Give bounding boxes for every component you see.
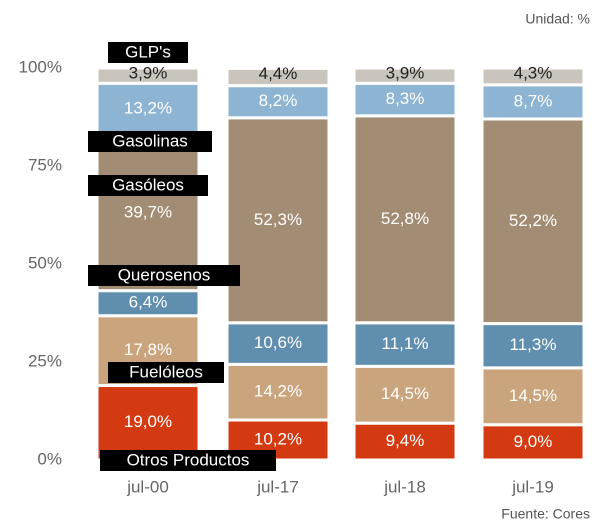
value-label: 14,5% xyxy=(381,384,429,403)
legend-label: GLP's xyxy=(125,42,171,61)
legend-box xyxy=(100,450,276,471)
legend-box xyxy=(88,175,208,196)
x-tick-label: jul-18 xyxy=(383,477,426,496)
bar-segment xyxy=(352,81,458,118)
legend-box xyxy=(88,265,240,286)
bar-segment xyxy=(352,66,458,85)
bar-segment xyxy=(480,83,586,121)
legend-item: Gasolinas xyxy=(88,131,212,152)
bar-segment xyxy=(480,366,586,427)
value-label: 8,7% xyxy=(514,91,553,110)
legend-label: Gasóleos xyxy=(112,175,184,194)
y-tick-label: 50% xyxy=(28,253,62,272)
value-label: 3,9% xyxy=(129,63,168,82)
unit-note: Unidad: % xyxy=(525,11,590,27)
value-label: 14,5% xyxy=(509,386,557,405)
legend-box xyxy=(108,42,188,63)
value-label: 11,3% xyxy=(510,335,557,354)
legend-label: Otros Productos xyxy=(127,450,250,469)
legend-item: Querosenos xyxy=(88,265,240,286)
legend-item: Otros Productos xyxy=(100,450,276,471)
bar-segment xyxy=(352,321,458,368)
x-tick-label: jul-17 xyxy=(256,477,299,496)
legend-item: GLP's xyxy=(108,42,188,63)
legend-box xyxy=(108,362,224,383)
bar-segment xyxy=(225,66,331,88)
value-label: 8,3% xyxy=(386,89,425,108)
y-tick-label: 75% xyxy=(28,155,62,174)
y-tick-label: 0% xyxy=(37,449,62,468)
value-label: 9,4% xyxy=(386,431,425,450)
legend-label: Fuelóleos xyxy=(129,362,203,381)
bar-segment xyxy=(352,421,458,462)
x-tick-label: jul-00 xyxy=(126,477,169,496)
y-tick-label: 100% xyxy=(19,57,62,76)
value-label: 39,7% xyxy=(124,202,172,221)
legend-label: Querosenos xyxy=(118,265,211,284)
value-label: 6,4% xyxy=(129,293,168,312)
bar-segment xyxy=(95,384,201,462)
y-tick-label: 25% xyxy=(28,351,62,370)
bar-segment xyxy=(95,66,201,85)
bar-segment xyxy=(352,114,458,325)
bar-segment xyxy=(95,133,201,293)
legend-item: Gasóleos xyxy=(88,175,208,196)
value-label: 52,3% xyxy=(254,210,302,229)
value-label: 4,4% xyxy=(259,64,298,83)
value-label: 17,8% xyxy=(124,340,172,359)
value-label: 8,2% xyxy=(259,91,298,110)
value-label: 52,8% xyxy=(381,209,429,228)
value-label: 10,2% xyxy=(254,429,302,448)
value-label: 9,0% xyxy=(514,432,553,451)
value-label: 10,6% xyxy=(254,333,302,352)
bar-segment xyxy=(480,322,586,370)
bar-segment xyxy=(225,116,331,325)
value-label: 11,1% xyxy=(382,334,429,353)
legend-item: Fuelóleos xyxy=(108,362,224,383)
x-tick-label: jul-19 xyxy=(511,477,554,496)
value-label: 19,0% xyxy=(124,412,172,431)
value-label: 3,9% xyxy=(386,63,425,82)
source-note: Fuente: Cores xyxy=(501,506,590,522)
value-label: 14,2% xyxy=(254,382,302,401)
value-label: 52,2% xyxy=(509,211,557,230)
legend-label: Gasolinas xyxy=(112,131,188,150)
bar-segment xyxy=(480,117,586,326)
value-label: 4,3% xyxy=(514,63,553,82)
bar-segment xyxy=(225,362,331,422)
legend-box xyxy=(88,131,212,152)
value-label: 13,2% xyxy=(124,99,172,118)
bar-segment xyxy=(480,66,586,87)
